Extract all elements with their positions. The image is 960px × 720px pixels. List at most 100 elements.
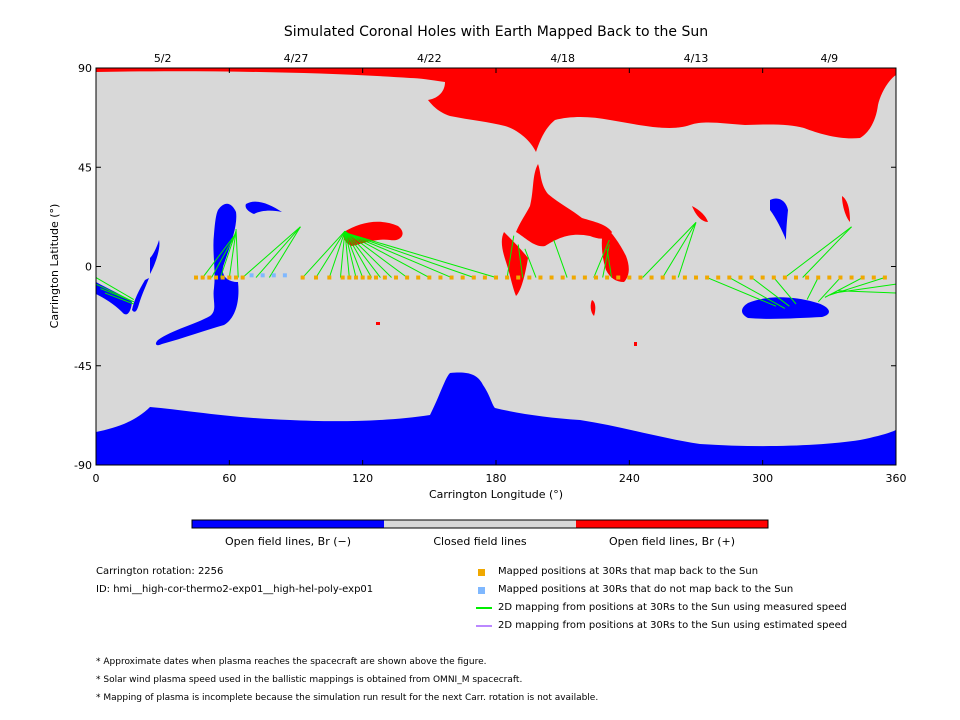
mapped-point	[340, 275, 345, 280]
coronal-hole-east	[770, 198, 788, 240]
coronal-hole-red-dot-2	[634, 342, 637, 346]
mapped-point	[627, 275, 632, 280]
measured-mapping-line	[219, 231, 237, 278]
mapped-point	[527, 275, 532, 280]
measured-mapping-line	[100, 288, 134, 303]
measured-mapping-line	[642, 222, 697, 278]
open-field-positive-regions	[96, 68, 896, 346]
colorbar-segment	[384, 520, 576, 528]
measured-mapping-line	[202, 233, 237, 278]
carrington-rotation: Carrington rotation: 2256	[96, 566, 224, 577]
mapped-point	[849, 275, 854, 280]
legend-label-mapped: Mapped positions at 30Rs that map back t…	[498, 566, 759, 577]
coronal-hole-left-3	[132, 278, 149, 312]
mapped-point	[449, 275, 454, 280]
mapped-point	[694, 275, 698, 280]
measured-mapping-line	[344, 231, 350, 278]
measured-mapping-line	[593, 239, 610, 278]
mapped-point	[582, 275, 587, 280]
x-tick-label: 0	[93, 472, 100, 485]
top-date-axis: 5/2 4/27 4/22 4/18 4/13 4/9	[154, 52, 838, 65]
mapped-point	[300, 275, 305, 280]
footnote-incomplete: * Mapping of plasma is incomplete becaus…	[96, 693, 599, 703]
unmapped-point	[260, 273, 265, 278]
mapped-point	[367, 275, 372, 280]
legend-label-estimated-line: 2D mapping from positions at 30Rs to the…	[498, 620, 848, 631]
colorbar-label: Open field lines, Br (−)	[225, 535, 351, 548]
mapped-point	[805, 275, 810, 280]
measured-mapping-line	[817, 277, 841, 303]
mapped-point	[516, 275, 521, 280]
measured-mapping-line	[328, 231, 346, 278]
mapped-point	[727, 275, 732, 280]
mapped-point	[616, 275, 621, 280]
top-date-label: 4/9	[820, 52, 838, 65]
mapped-point	[871, 275, 876, 280]
mapped-point	[214, 275, 218, 280]
x-tick-label: 360	[886, 472, 907, 485]
open-field-negative-regions	[96, 198, 896, 465]
measured-mapping-line	[751, 277, 790, 307]
measured-mapping-line	[344, 230, 408, 278]
coronal-hole-red-dot-1	[376, 322, 380, 325]
measured-mapping-line	[346, 232, 497, 279]
mapped-point	[327, 275, 332, 280]
x-axis: 0 60 120 180 240 300 360	[93, 68, 907, 485]
y-tick-label: 90	[78, 62, 92, 75]
measured-mapping-line	[773, 277, 797, 305]
mapped-point	[716, 275, 721, 280]
colorbar-label: Closed field lines	[433, 535, 527, 548]
mapped-point	[705, 275, 710, 280]
y-tick-label: 45	[78, 161, 92, 174]
mapped-point	[838, 275, 843, 280]
measured-mapping-line	[706, 277, 777, 307]
mapped-point	[549, 275, 554, 280]
mapped-point	[605, 275, 610, 280]
measured-mapping-line	[344, 230, 372, 278]
legend-swatch-unmapped	[478, 587, 485, 594]
coronal-hole-red-center	[516, 164, 612, 247]
coronal-hole-red-small-1	[692, 206, 708, 222]
y-axis-label: Carrington Latitude (°)	[48, 204, 61, 329]
mapped-point	[827, 275, 832, 280]
mapped-point	[382, 275, 387, 280]
mapped-point	[649, 275, 654, 280]
legend-label-unmapped: Mapped positions at 30Rs that do not map…	[498, 584, 794, 595]
measured-mapping-line	[346, 232, 474, 278]
mapped-point	[682, 275, 687, 280]
mapped-point	[234, 275, 238, 280]
mapped-point	[194, 275, 198, 280]
measured-mapping-line	[833, 283, 897, 294]
measured-mapping-line	[339, 231, 346, 278]
south-polar-coronal-hole	[96, 372, 896, 465]
coronal-hole-red-mid-east	[601, 226, 629, 282]
measured-mapping-line	[802, 226, 852, 278]
measured-mapping-line	[344, 230, 381, 278]
measured-mapping-line	[729, 277, 786, 309]
mapped-point	[416, 275, 421, 280]
plot-area	[95, 67, 897, 466]
measured-mapping-line	[95, 277, 135, 301]
measured-mapping-line	[228, 231, 237, 278]
mapped-point	[314, 275, 318, 280]
measured-mapping-line	[838, 290, 897, 294]
mapped-point	[482, 275, 487, 280]
mapped-point	[360, 275, 365, 280]
mapped-point	[405, 275, 410, 280]
mapped-point	[505, 275, 510, 280]
mapped-point	[749, 275, 754, 280]
measured-mapping-line	[344, 231, 364, 278]
mapped-point	[240, 275, 245, 280]
measured-mapping-line	[255, 226, 301, 278]
mapped-point	[560, 275, 565, 280]
measured-mapping-line	[553, 239, 568, 278]
measured-mapping-line	[104, 292, 134, 305]
mapped-point	[200, 275, 205, 280]
mapped-point	[816, 275, 821, 280]
mapped-point	[671, 275, 676, 280]
measured-mapping-line	[806, 277, 819, 300]
mapped-point	[594, 275, 598, 280]
mapped-point	[760, 275, 765, 280]
y-tick-label: -90	[74, 459, 92, 472]
mapped-point	[471, 275, 476, 280]
